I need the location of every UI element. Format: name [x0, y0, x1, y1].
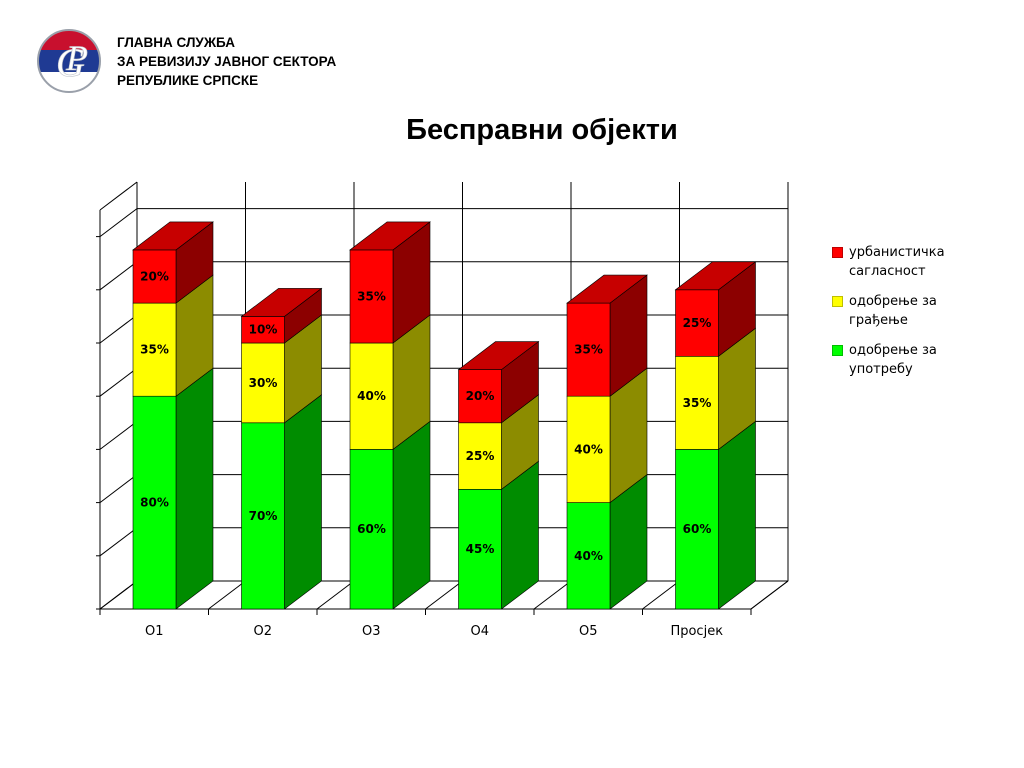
bar-segment — [349, 449, 394, 610]
data-label: 45% — [466, 542, 495, 556]
bar-side — [175, 367, 214, 610]
floor-gridline — [208, 580, 246, 610]
data-label: 35% — [574, 343, 603, 357]
data-label: 30% — [249, 376, 278, 390]
data-label: 60% — [683, 522, 712, 536]
page-title: Бесправни објекти — [406, 114, 678, 146]
data-label: 40% — [574, 549, 603, 563]
floor-gridline — [642, 580, 680, 610]
legend-label-urban: урбанистичка сагласност — [849, 245, 945, 279]
bar-segment — [458, 369, 502, 424]
x-tick-label: О4 — [470, 624, 489, 639]
bar-side — [284, 394, 322, 610]
bar-top — [349, 221, 431, 251]
x-tick-label: О5 — [579, 624, 598, 639]
bar-top — [674, 261, 757, 291]
data-label: 70% — [249, 509, 278, 523]
x-tick-label: Просјек — [670, 624, 723, 639]
bar-top — [132, 221, 214, 251]
bar-segment — [349, 249, 394, 344]
bar-segment — [349, 342, 394, 450]
bar-segment — [241, 422, 285, 610]
legend-swatch-use-permit — [832, 345, 843, 356]
data-label: 80% — [140, 496, 169, 510]
bar-segment — [241, 316, 285, 344]
floor-gridline — [533, 580, 572, 610]
side-wall-top — [99, 181, 138, 211]
svg-text:P: P — [65, 38, 88, 78]
gridline-side — [99, 421, 138, 450]
organization-name: ГЛАВНА СЛУЖБА ЗА РЕВИЗИЈУ ЈАВНОГ СЕКТОРА… — [117, 33, 336, 90]
bar-side — [718, 420, 756, 610]
bar-segment — [241, 342, 285, 424]
data-label: 40% — [574, 442, 603, 456]
bar-top — [457, 341, 540, 370]
data-label: 35% — [140, 343, 169, 357]
x-tick-label: О3 — [362, 624, 381, 639]
floor-gridline — [316, 580, 355, 610]
data-label: 60% — [357, 522, 386, 536]
floor-gridline — [99, 580, 138, 610]
data-label: 25% — [466, 449, 495, 463]
gridline-side — [99, 208, 138, 237]
svg-text:G: G — [56, 40, 85, 85]
x-tick-label: О1 — [145, 624, 164, 639]
chart-legend: урбанистичка сагласност одобрење за грађ… — [832, 243, 982, 390]
bar-segment — [566, 395, 611, 503]
gridline-side — [99, 367, 138, 397]
bar-segment — [675, 449, 719, 610]
data-label: 35% — [357, 289, 386, 303]
bar-top — [240, 288, 323, 317]
gridline-side — [99, 314, 138, 344]
data-label: 20% — [140, 270, 169, 284]
floor-gridline — [425, 580, 463, 610]
data-label: 35% — [683, 396, 712, 410]
org-line-1: ГЛАВНА СЛУЖБА — [117, 35, 235, 50]
bar-top — [566, 274, 648, 304]
gridline-side — [99, 474, 138, 503]
legend-label-use-permit: одобрење за употребу — [849, 343, 937, 377]
bar-segment — [458, 488, 502, 610]
legend-swatch-urban — [832, 247, 843, 258]
legend-label-building-permit: одобрење за грађење — [849, 294, 937, 328]
data-label: 40% — [357, 389, 386, 403]
data-label: 20% — [466, 389, 495, 403]
bar-segment — [675, 289, 719, 357]
legend-item-building-permit: одобрење за грађење — [832, 292, 982, 330]
data-label: 10% — [249, 323, 278, 337]
bar-segment — [132, 302, 177, 397]
data-label: 25% — [683, 316, 712, 330]
gridline-side — [99, 261, 138, 291]
gridline-side — [99, 527, 138, 557]
org-line-2: ЗА РЕВИЗИЈУ ЈАВНОГ СЕКТОРА — [117, 54, 337, 69]
legend-item-urban: урбанистичка сагласност — [832, 243, 982, 281]
legend-item-use-permit: одобрење за употребу — [832, 341, 982, 379]
bar-segment — [132, 395, 177, 610]
logo: G P — [37, 29, 101, 93]
bar-side — [392, 420, 431, 610]
org-line-3: РЕПУБЛИКЕ СРПСКЕ — [117, 73, 259, 88]
legend-swatch-building-permit — [832, 296, 843, 307]
x-tick-label: О2 — [253, 624, 272, 639]
floor-edge — [750, 580, 789, 610]
bar-segment — [132, 249, 177, 304]
